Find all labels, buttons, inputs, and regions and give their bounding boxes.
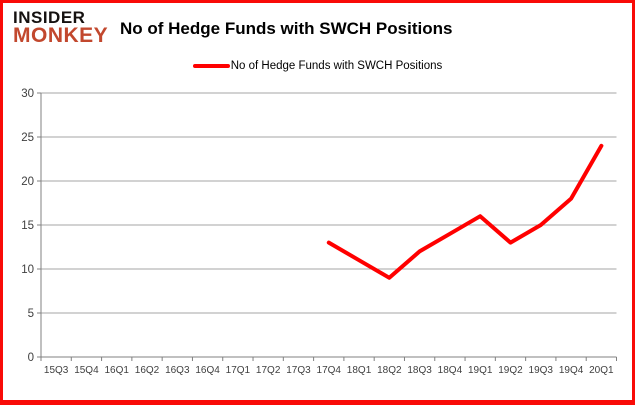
x-tick-label: 19Q3 [529, 365, 554, 376]
logo-monkey-text: MONKEY [13, 23, 109, 47]
y-tick-label: 25 [21, 132, 34, 144]
x-tick-label: 16Q3 [165, 365, 190, 376]
y-tick-label: 20 [21, 176, 34, 188]
x-tick-label: 19Q2 [498, 365, 523, 376]
chart-svg: 0 5 10 15 20 25 30 15Q3 15Q4 16Q1 16Q2 16Q3 16Q4 17Q1… [21, 88, 617, 376]
y-tick-label: 30 [21, 88, 34, 100]
y-tick-label: 15 [21, 220, 34, 232]
x-tick-label: 17Q3 [286, 365, 311, 376]
x-tick-label: 18Q1 [347, 365, 372, 376]
x-tick-label: 15Q4 [74, 365, 99, 376]
y-tick-label: 10 [21, 264, 34, 276]
x-tick-label: 20Q1 [589, 365, 614, 376]
chart-legend: No of Hedge Funds with SWCH Positions [3, 60, 632, 72]
legend-label: No of Hedge Funds with SWCH Positions [230, 60, 443, 72]
x-tick-label: 16Q2 [135, 365, 160, 376]
x-tick-label: 19Q4 [559, 365, 584, 376]
x-tick-label: 17Q1 [226, 365, 251, 376]
x-tick-label: 18Q2 [377, 365, 402, 376]
y-tick-label: 5 [28, 308, 34, 320]
x-tick-label: 16Q4 [195, 365, 220, 376]
y-tick-label: 0 [28, 352, 34, 364]
series-line [326, 143, 604, 280]
chart-title: No of Hedge Funds with SWCH Positions [120, 19, 453, 38]
x-tick-label: 18Q4 [438, 365, 463, 376]
legend-line-swatch-icon [192, 64, 230, 68]
chart-area: 0 5 10 15 20 25 30 15Q3 15Q4 16Q1 16Q2 16Q3 16Q4 17Q1… [3, 81, 635, 401]
x-tick-label: 19Q1 [468, 365, 493, 376]
insider-monkey-logo: INSIDER MONKEY [13, 8, 109, 47]
x-tick-label: 15Q3 [44, 365, 69, 376]
logo-insider-text: INSIDER [13, 8, 86, 27]
x-tick-label: 16Q1 [104, 365, 129, 376]
x-tick-label: 17Q4 [317, 365, 342, 376]
x-tick-label: 17Q2 [256, 365, 281, 376]
x-tick-label: 18Q3 [407, 365, 432, 376]
